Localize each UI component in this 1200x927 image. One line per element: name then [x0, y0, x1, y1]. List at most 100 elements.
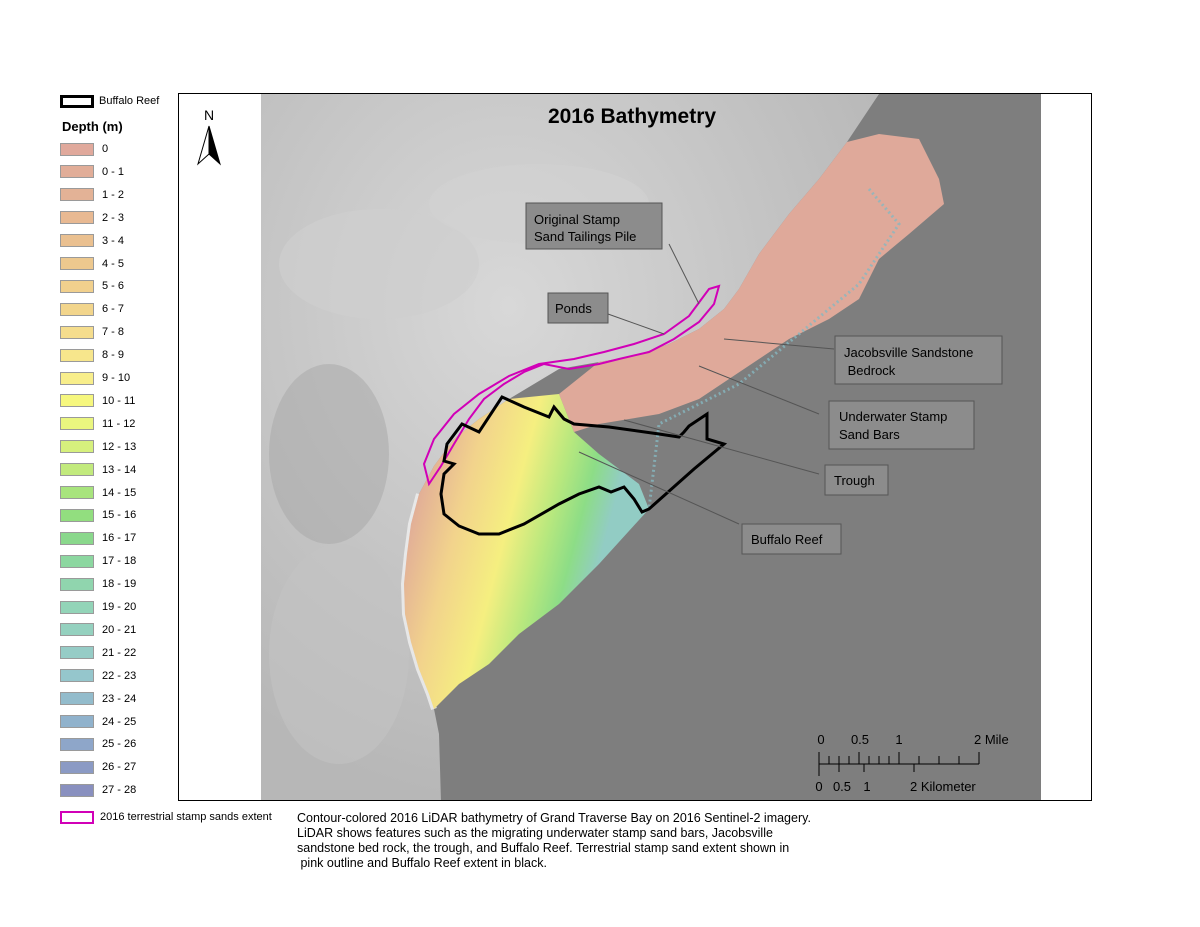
scale-km-label: 1	[863, 779, 870, 794]
depth-class-item: 15 - 16	[60, 506, 136, 524]
leader-line	[578, 451, 740, 525]
north-arrow-shape	[208, 125, 221, 166]
depth-class-swatch	[60, 669, 94, 683]
depth-class-swatch	[60, 302, 94, 316]
annotation-jacobsville: Jacobsville Sandstone Bedrock	[834, 335, 1003, 385]
depth-class-label: 12 - 13	[102, 440, 137, 453]
depth-class-label: 21 - 22	[102, 646, 137, 659]
map-caption: Contour-colored 2016 LiDAR bathymetry of…	[297, 811, 957, 871]
depth-class-label: 27 - 28	[102, 784, 137, 797]
depth-class-item: 23 - 24	[60, 690, 136, 708]
depth-class-label: 8 - 9	[102, 349, 125, 362]
depth-class-item: 24 - 25	[60, 713, 136, 731]
legend-item-buffalo-reef: Buffalo Reef	[60, 93, 159, 109]
depth-class-item: 13 - 14	[60, 461, 136, 479]
annotation-trough-line1: Trough	[834, 473, 875, 488]
depth-class-item: 18 - 19	[60, 575, 136, 593]
depth-class-item: 0	[60, 140, 108, 158]
depth-class-swatch	[60, 577, 94, 591]
depth-class-swatch	[60, 692, 94, 706]
depth-class-swatch	[60, 554, 94, 568]
depth-class-label: 18 - 19	[102, 578, 137, 591]
leader-line	[607, 313, 665, 335]
leader-line	[623, 419, 820, 475]
depth-class-item: 9 - 10	[60, 369, 130, 387]
depth-class-swatch	[60, 715, 94, 728]
depth-legend-title: Depth (m)	[62, 119, 123, 134]
depth-class-swatch	[60, 486, 94, 499]
depth-class-swatch	[60, 440, 94, 454]
depth-class-label: 23 - 24	[102, 692, 137, 705]
depth-class-swatch	[60, 760, 94, 774]
depth-class-swatch	[60, 737, 94, 751]
depth-class-item: 20 - 21	[60, 621, 136, 639]
depth-class-item: 14 - 15	[60, 484, 136, 502]
depth-class-item: 16 - 17	[60, 529, 136, 547]
annotation-underwater-bars: Underwater Stamp Sand Bars	[828, 400, 975, 450]
depth-class-swatch	[60, 142, 94, 156]
bathymetry-ne-band	[559, 134, 944, 432]
buffalo-reef-swatch	[60, 94, 94, 108]
depth-class-item: 17 - 18	[60, 552, 136, 570]
annotation-ponds: Ponds	[547, 292, 609, 324]
depth-class-label: 7 - 8	[102, 326, 125, 339]
depth-class-item: 12 - 13	[60, 438, 136, 456]
depth-class-label: 15 - 16	[102, 509, 137, 522]
north-arrow-icon: N	[197, 107, 221, 166]
annotation-ponds-line1: Ponds	[555, 301, 592, 316]
caption-line: Contour-colored 2016 LiDAR bathymetry of…	[297, 811, 811, 825]
land-texture	[279, 209, 479, 319]
stamp-sands-swatch	[60, 810, 94, 824]
buffalo-reef-outline	[439, 395, 728, 536]
depth-class-item: 6 - 7	[60, 300, 124, 318]
annotation-underwater-bars-line2: Sand Bars	[839, 427, 900, 442]
depth-class-label: 4 - 5	[102, 257, 125, 270]
depth-class-label: 3 - 4	[102, 234, 125, 247]
depth-class-swatch	[60, 348, 94, 362]
depth-class-swatch	[60, 257, 94, 270]
depth-class-label: 22 - 23	[102, 669, 137, 682]
depth-class-item: 11 - 12	[60, 415, 135, 433]
scale-bar: 0 0.5 1 2 Mile	[815, 732, 1008, 794]
depth-class-swatch	[60, 325, 94, 339]
depth-class-swatch	[60, 279, 94, 293]
depth-class-item: 1 - 2	[60, 186, 124, 204]
depth-class-swatch	[60, 623, 94, 637]
depth-class-label: 1 - 2	[102, 188, 125, 201]
depth-class-swatch	[60, 531, 94, 545]
annotation-trough: Trough	[824, 464, 889, 496]
scale-mile-label: 1	[895, 732, 902, 747]
legend-sand-label: 2016 terrestrial stamp sands extent	[100, 811, 272, 823]
annotation-buffalo-reef-line1: Buffalo Reef	[751, 532, 823, 547]
depth-class-item: 26 - 27	[60, 758, 136, 776]
depth-class-item: 21 - 22	[60, 644, 136, 662]
depth-class-item: 5 - 6	[60, 277, 124, 295]
depth-class-label: 20 - 21	[102, 623, 137, 636]
annotation-underwater-bars-line1: Underwater Stamp	[839, 409, 947, 424]
depth-class-item: 27 - 28	[60, 781, 136, 799]
depth-class-label: 24 - 25	[102, 715, 137, 728]
depth-class-swatch	[60, 463, 94, 477]
depth-class-label: 16 - 17	[102, 532, 137, 545]
depth-class-swatch	[60, 211, 94, 225]
depth-class-item: 2 - 3	[60, 209, 124, 227]
depth-class-swatch	[60, 600, 94, 614]
map-title: 2016 Bathymetry	[548, 105, 716, 128]
legend-reef-label: Buffalo Reef	[99, 95, 160, 107]
depth-class-label: 10 - 11	[102, 394, 136, 407]
legend-item-stamp-sands: 2016 terrestrial stamp sands extent	[60, 809, 272, 825]
caption-line: LiDAR shows features such as the migrati…	[297, 826, 773, 840]
map-frame: 2016 Bathymetry N Original Stamp Sand Ta…	[178, 93, 1092, 801]
caption-line: pink outline and Buffalo Reef extent in …	[297, 856, 547, 870]
depth-class-label: 26 - 27	[102, 761, 137, 774]
scale-km-label: 2 Kilometer	[910, 779, 976, 794]
depth-class-item: 4 - 5	[60, 255, 124, 273]
depth-class-item: 3 - 4	[60, 232, 124, 250]
annotation-stamp-pile: Original Stamp Sand Tailings Pile	[525, 202, 663, 250]
depth-class-label: 11 - 12	[102, 417, 136, 430]
depth-class-label: 5 - 6	[102, 280, 125, 293]
leader-line	[698, 365, 820, 415]
annotation-stamp-pile-line2: Sand Tailings Pile	[534, 229, 636, 244]
scale-km-label: 0.5	[833, 779, 851, 794]
annotation-jacobsville-line2: Bedrock	[844, 363, 896, 378]
